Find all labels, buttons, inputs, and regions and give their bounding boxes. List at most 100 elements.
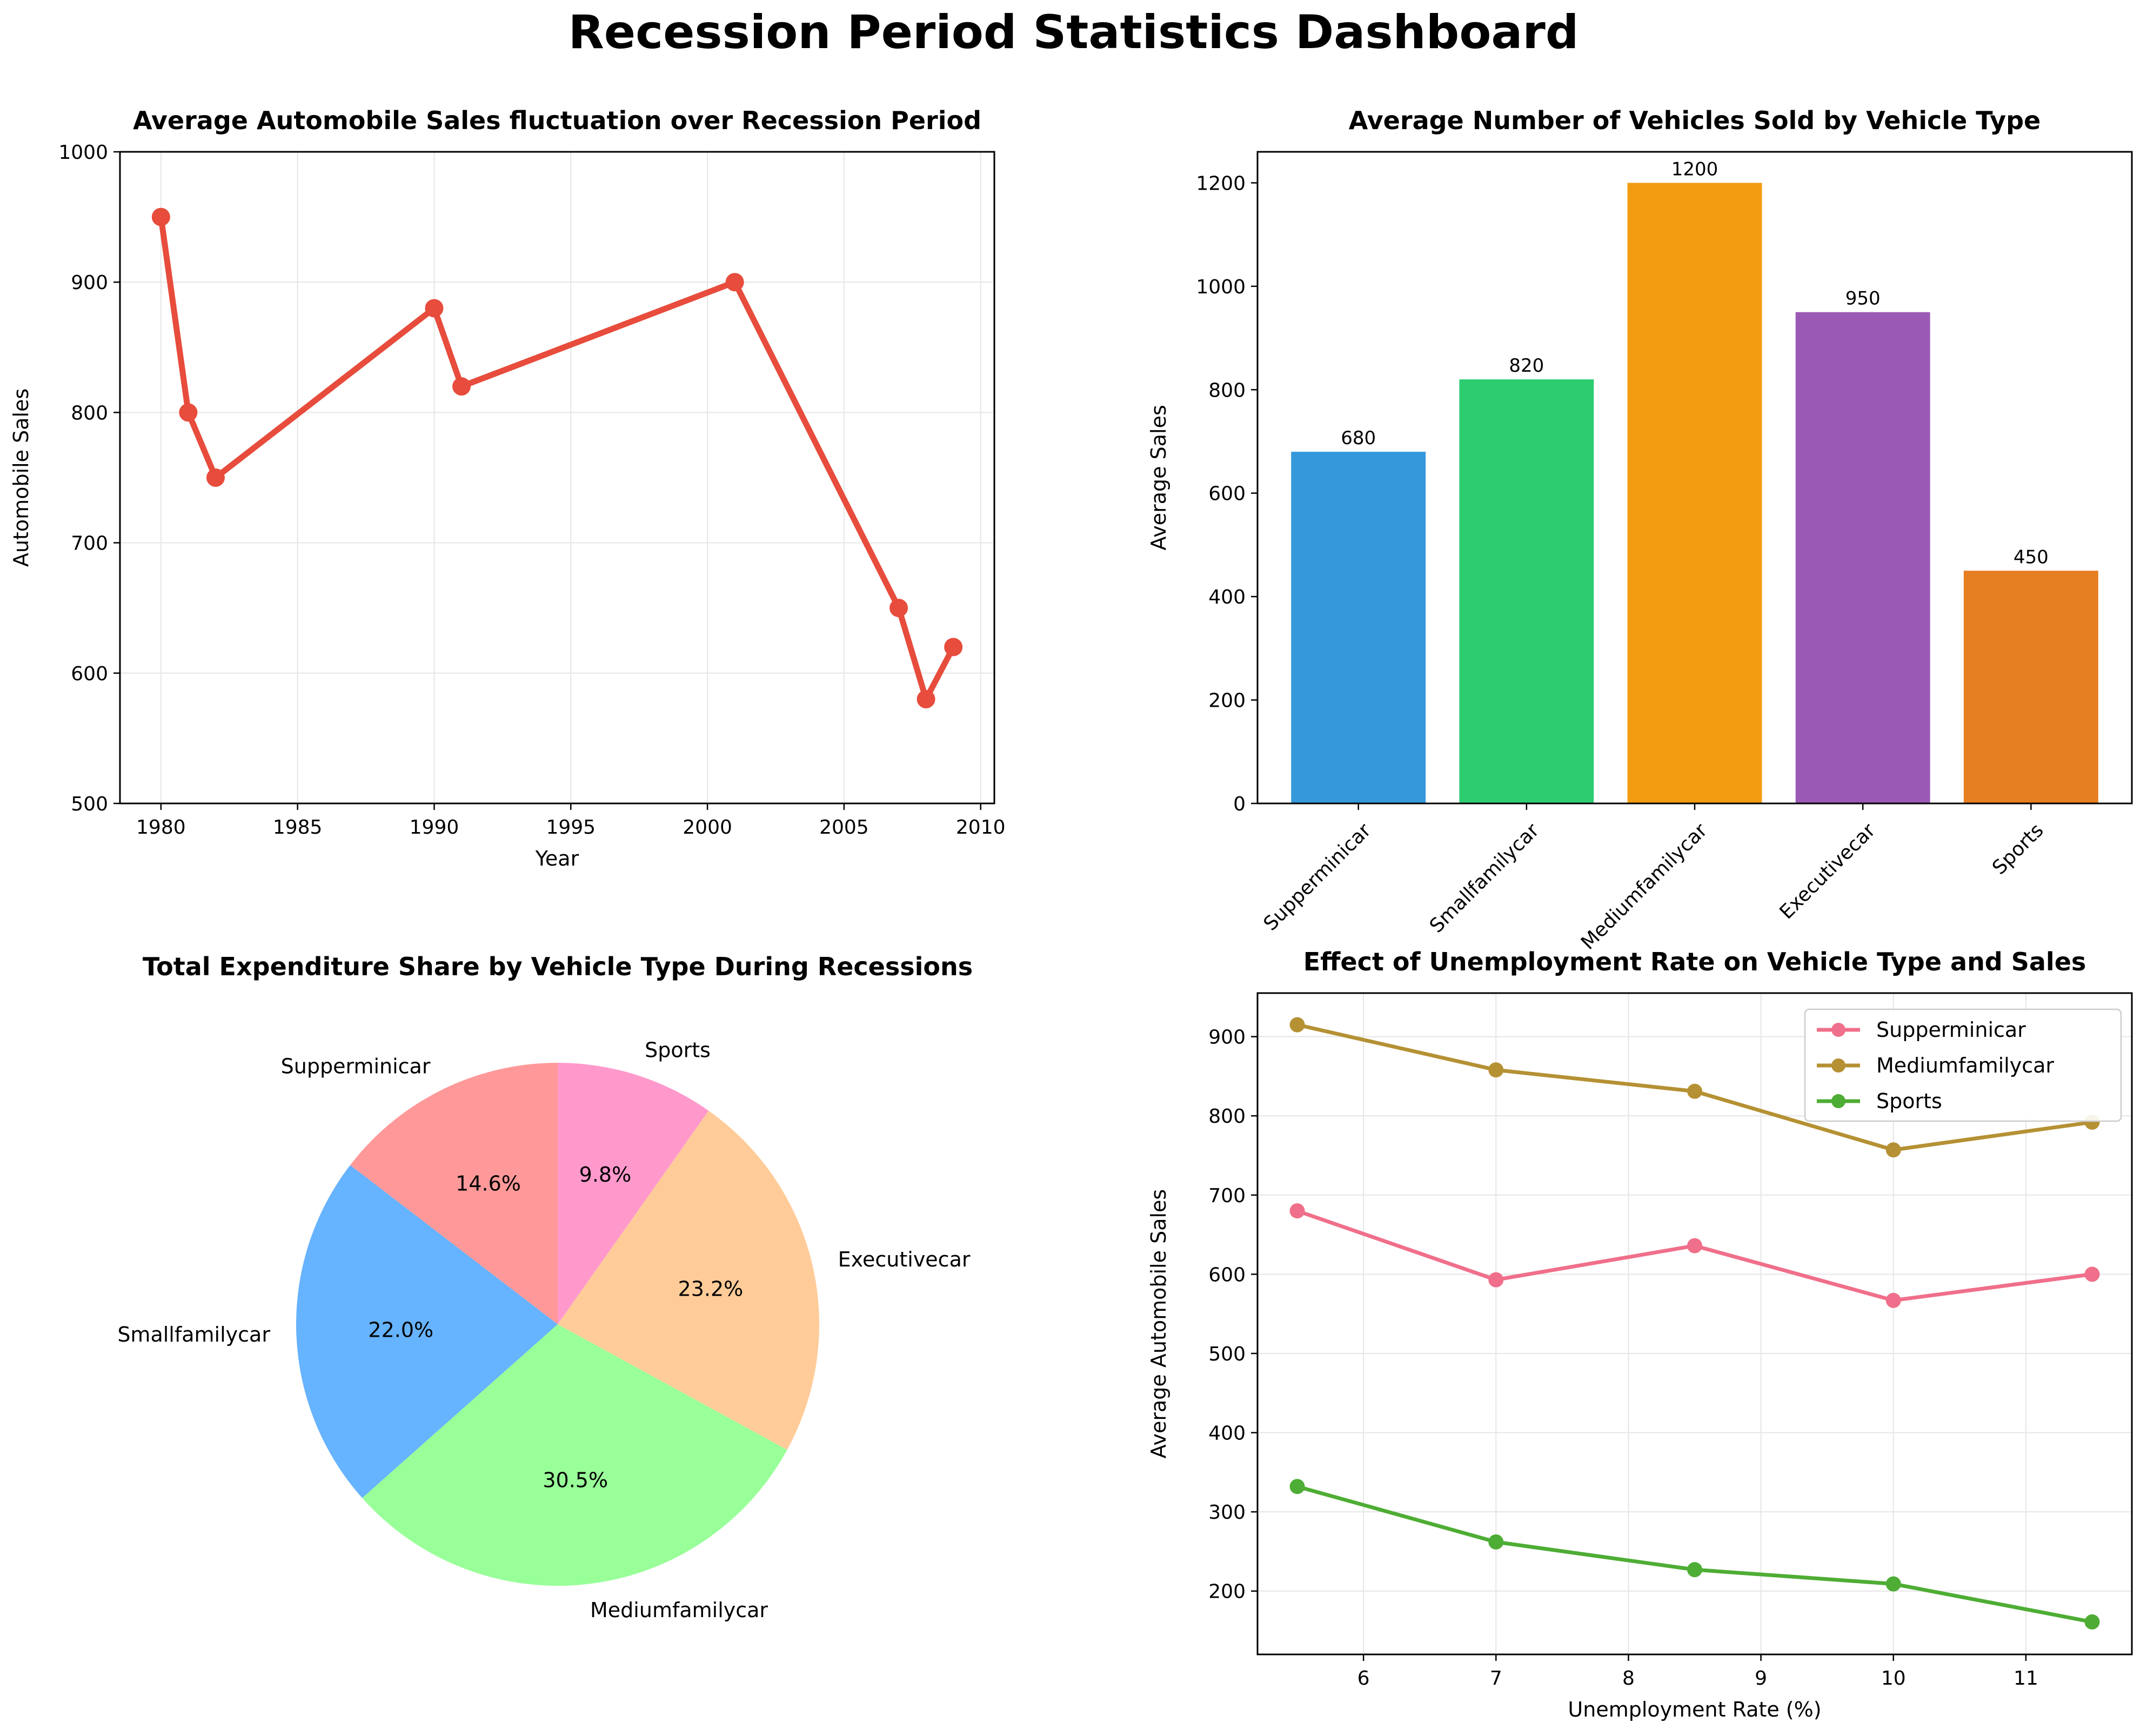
pie-slice [558, 1110, 819, 1450]
pie-percent-label: 23.2% [678, 1277, 744, 1301]
x-tick-label: 9 [1755, 1667, 1767, 1690]
legend-marker [1831, 1058, 1845, 1073]
y-tick-label: 900 [1208, 1027, 1246, 1049]
y-axis-label: Average Automobile Sales [1147, 1189, 1171, 1458]
bar-value-label: 820 [1509, 355, 1544, 377]
pie-slice [350, 1063, 558, 1324]
chart-title: Average Automobile Sales fluctuation ove… [133, 106, 981, 135]
bar [1627, 183, 1762, 803]
y-axis-label: Average Sales [1147, 405, 1171, 550]
y-tick-label: 400 [1208, 1423, 1246, 1445]
y-tick-label: 0 [1233, 793, 1246, 815]
bar [1459, 379, 1594, 803]
pie-slice-label: Mediumfamilycar [590, 1598, 768, 1622]
legend-label: Sports [1876, 1089, 1942, 1113]
chart-title: Effect of Unemployment Rate on Vehicle T… [1303, 947, 2086, 976]
legend-marker [1831, 1023, 1845, 1037]
x-tick-label: 10 [1881, 1667, 1906, 1690]
pie-percent-label: 30.5% [543, 1469, 608, 1492]
series-line [158, 216, 957, 702]
pie-slice-label: Supperminicar [281, 1055, 431, 1078]
bar [1795, 312, 1930, 803]
pie-percent-label: 22.0% [368, 1318, 433, 1342]
y-tick-label: 300 [1208, 1502, 1246, 1524]
x-axis-label: Unemployment Rate (%) [1568, 1698, 1821, 1721]
data-point [1488, 1534, 1504, 1550]
chart-unemployment-effect: Effect of Unemployment Rate on Vehicle T… [1147, 947, 2133, 1721]
y-tick-label: 600 [1208, 1264, 1246, 1286]
data-point [1289, 1479, 1305, 1494]
x-tick-label: 2010 [956, 816, 1006, 839]
x-tick-label: 11 [2014, 1667, 2038, 1690]
pie-slice-label: Smallfamilycar [117, 1323, 270, 1346]
legend-marker [1831, 1094, 1845, 1108]
series-line [1296, 1484, 2093, 1624]
x-tick-label: 1980 [136, 816, 186, 839]
data-point [1885, 1576, 1901, 1592]
legend: Supperminicar Mediumfamilycar Sports [1804, 1008, 2122, 1122]
bar-value-label: 680 [1341, 427, 1376, 449]
data-point [1885, 1142, 1901, 1158]
chart-sales-over-recession: Average Automobile Sales fluctuation ove… [9, 106, 1006, 870]
y-tick-label: 1000 [1196, 276, 1246, 298]
bar [1963, 571, 2098, 803]
bar-value-label: 450 [2014, 546, 2049, 568]
axes-frame [1256, 992, 2133, 1655]
axes-frame [119, 151, 995, 805]
data-point [1289, 1203, 1305, 1219]
pie-slice [362, 1324, 787, 1586]
x-tick-label: 2000 [683, 816, 732, 839]
data-point [1885, 1292, 1901, 1308]
pie-slice [558, 1063, 709, 1324]
data-point [944, 638, 963, 656]
data-point [2084, 1266, 2100, 1282]
y-tick-label: 900 [71, 272, 108, 294]
x-tick-label: 6 [1357, 1667, 1370, 1690]
chart-title: Total Expenditure Share by Vehicle Type … [143, 952, 973, 981]
data-point [2084, 1614, 2100, 1630]
y-tick-label: 200 [1208, 1581, 1246, 1603]
dashboard-title: Recession Period Statistics Dashboard [568, 5, 1579, 59]
x-tick-label: 1990 [410, 816, 459, 839]
data-point [1687, 1238, 1702, 1254]
pie-slice [296, 1165, 558, 1498]
data-point [206, 468, 225, 487]
series-line [1296, 1209, 2092, 1303]
y-tick-label: 800 [1208, 1105, 1246, 1128]
x-tick-label: Smallfamilycar [1426, 819, 1543, 937]
data-point [1687, 1083, 1702, 1099]
legend-box [1804, 1008, 2122, 1122]
chart-avg-vehicles-by-type: Average Number of Vehicles Sold by Vehic… [1147, 106, 2133, 954]
x-axis-label: Year [535, 847, 579, 870]
data-point [1289, 1017, 1305, 1033]
x-tick-label: Supperminicar [1260, 819, 1376, 935]
y-tick-label: 600 [71, 663, 108, 685]
legend-label: Mediumfamilycar [1876, 1054, 2054, 1077]
y-tick-label: 1200 [1196, 172, 1246, 195]
x-tick-label: Sports [1988, 819, 2048, 879]
x-tick-label: 1985 [273, 816, 323, 839]
y-axis-label: Automobile Sales [9, 388, 33, 567]
y-tick-label: 500 [1208, 1343, 1246, 1365]
x-tick-label: 7 [1490, 1667, 1502, 1690]
x-tick-label: 2005 [819, 816, 869, 839]
y-tick-label: 700 [1208, 1185, 1246, 1207]
x-tick-label: 1995 [546, 816, 596, 839]
data-point [425, 299, 444, 318]
pie-slice-label: Executivecar [838, 1248, 971, 1271]
y-tick-label: 700 [71, 533, 108, 555]
y-tick-label: 600 [1208, 483, 1246, 505]
pie-percent-label: 14.6% [456, 1172, 521, 1196]
data-point [1488, 1062, 1504, 1078]
data-point [889, 599, 908, 618]
chart-title: Average Number of Vehicles Sold by Vehic… [1349, 106, 2041, 135]
y-tick-label: 500 [71, 793, 108, 815]
data-point [179, 403, 198, 422]
y-tick-label: 200 [1208, 690, 1246, 712]
x-tick-label: 8 [1622, 1667, 1635, 1690]
pie-percent-label: 9.8% [579, 1163, 632, 1187]
data-point [725, 273, 744, 292]
data-point [1488, 1272, 1504, 1288]
